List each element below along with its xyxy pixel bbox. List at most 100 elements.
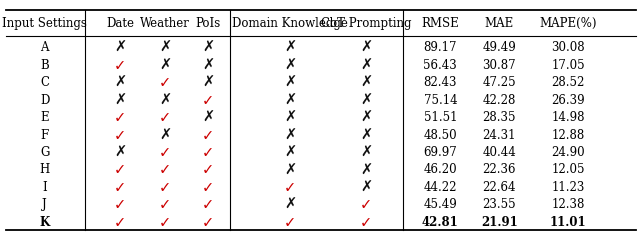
Text: 48.50: 48.50 bbox=[424, 129, 457, 141]
Text: ✗: ✗ bbox=[202, 110, 214, 125]
Text: ✗: ✗ bbox=[159, 93, 172, 108]
Text: ✓: ✓ bbox=[159, 145, 172, 160]
Text: I: I bbox=[42, 181, 47, 194]
Text: 28.52: 28.52 bbox=[552, 76, 585, 89]
Text: 42.81: 42.81 bbox=[422, 216, 459, 229]
Text: ✓: ✓ bbox=[284, 180, 296, 195]
Text: ✓: ✓ bbox=[284, 215, 296, 230]
Text: F: F bbox=[41, 129, 49, 141]
Text: ✗: ✗ bbox=[114, 75, 127, 90]
Text: E: E bbox=[40, 111, 49, 124]
Text: ✓: ✓ bbox=[159, 75, 172, 90]
Text: ✓: ✓ bbox=[114, 215, 127, 230]
Text: K: K bbox=[40, 216, 50, 229]
Text: PoIs: PoIs bbox=[195, 17, 221, 30]
Text: ✗: ✗ bbox=[284, 110, 296, 125]
Text: 24.31: 24.31 bbox=[483, 129, 516, 141]
Text: J: J bbox=[42, 198, 47, 211]
Text: 56.43: 56.43 bbox=[424, 59, 457, 72]
Text: ✗: ✗ bbox=[284, 58, 296, 73]
Text: ✗: ✗ bbox=[284, 128, 296, 142]
Text: 46.20: 46.20 bbox=[424, 163, 457, 176]
Text: ✗: ✗ bbox=[360, 58, 372, 73]
Text: 22.64: 22.64 bbox=[483, 181, 516, 194]
Text: 12.05: 12.05 bbox=[552, 163, 585, 176]
Text: 24.90: 24.90 bbox=[552, 146, 585, 159]
Text: ✓: ✓ bbox=[114, 58, 127, 73]
Text: 49.49: 49.49 bbox=[483, 41, 516, 54]
Text: 40.44: 40.44 bbox=[483, 146, 516, 159]
Text: 89.17: 89.17 bbox=[424, 41, 457, 54]
Text: 26.39: 26.39 bbox=[552, 94, 585, 107]
Text: ✓: ✓ bbox=[202, 197, 214, 212]
Text: ✗: ✗ bbox=[159, 40, 172, 55]
Text: ✓: ✓ bbox=[360, 197, 372, 212]
Text: ✓: ✓ bbox=[114, 110, 127, 125]
Text: 82.43: 82.43 bbox=[424, 76, 457, 89]
Text: MAPE(%): MAPE(%) bbox=[540, 17, 597, 30]
Text: D: D bbox=[40, 94, 49, 107]
Text: Weather: Weather bbox=[140, 17, 190, 30]
Text: Input Settings: Input Settings bbox=[3, 17, 87, 30]
Text: ✗: ✗ bbox=[284, 40, 296, 55]
Text: 14.98: 14.98 bbox=[552, 111, 585, 124]
Text: 45.49: 45.49 bbox=[424, 198, 457, 211]
Text: ✗: ✗ bbox=[114, 93, 127, 108]
Text: CoT Prompting: CoT Prompting bbox=[321, 17, 412, 30]
Text: ✗: ✗ bbox=[114, 145, 127, 160]
Text: 12.88: 12.88 bbox=[552, 129, 585, 141]
Text: H: H bbox=[40, 163, 50, 176]
Text: 21.91: 21.91 bbox=[481, 216, 518, 229]
Text: ✓: ✓ bbox=[159, 110, 172, 125]
Text: ✗: ✗ bbox=[360, 128, 372, 142]
Text: 47.25: 47.25 bbox=[483, 76, 516, 89]
Text: ✗: ✗ bbox=[284, 75, 296, 90]
Text: 69.97: 69.97 bbox=[424, 146, 457, 159]
Text: 30.87: 30.87 bbox=[483, 59, 516, 72]
Text: ✗: ✗ bbox=[360, 40, 372, 55]
Text: ✗: ✗ bbox=[114, 40, 127, 55]
Text: ✗: ✗ bbox=[202, 75, 214, 90]
Text: C: C bbox=[40, 76, 49, 89]
Text: ✗: ✗ bbox=[159, 58, 172, 73]
Text: 28.35: 28.35 bbox=[483, 111, 516, 124]
Text: B: B bbox=[40, 59, 49, 72]
Text: ✓: ✓ bbox=[202, 93, 214, 108]
Text: 51.51: 51.51 bbox=[424, 111, 457, 124]
Text: ✗: ✗ bbox=[284, 93, 296, 108]
Text: ✓: ✓ bbox=[202, 128, 214, 142]
Text: ✓: ✓ bbox=[159, 180, 172, 195]
Text: 12.38: 12.38 bbox=[552, 198, 585, 211]
Text: ✓: ✓ bbox=[159, 197, 172, 212]
Text: 17.05: 17.05 bbox=[552, 59, 585, 72]
Text: 44.22: 44.22 bbox=[424, 181, 457, 194]
Text: G: G bbox=[40, 146, 49, 159]
Text: 11.01: 11.01 bbox=[550, 216, 587, 229]
Text: ✓: ✓ bbox=[202, 215, 214, 230]
Text: ✗: ✗ bbox=[202, 40, 214, 55]
Text: ✓: ✓ bbox=[202, 180, 214, 195]
Text: 22.36: 22.36 bbox=[483, 163, 516, 176]
Text: ✗: ✗ bbox=[360, 93, 372, 108]
Text: ✗: ✗ bbox=[360, 75, 372, 90]
Text: ✓: ✓ bbox=[114, 180, 127, 195]
Text: 75.14: 75.14 bbox=[424, 94, 457, 107]
Text: ✗: ✗ bbox=[360, 180, 372, 195]
Text: ✓: ✓ bbox=[114, 197, 127, 212]
Text: 42.28: 42.28 bbox=[483, 94, 516, 107]
Text: ✗: ✗ bbox=[284, 197, 296, 212]
Text: ✗: ✗ bbox=[360, 110, 372, 125]
Text: ✓: ✓ bbox=[159, 215, 172, 230]
Text: ✓: ✓ bbox=[114, 128, 127, 142]
Text: ✓: ✓ bbox=[202, 145, 214, 160]
Text: RMSE: RMSE bbox=[422, 17, 459, 30]
Text: ✗: ✗ bbox=[202, 58, 214, 73]
Text: ✗: ✗ bbox=[360, 163, 372, 177]
Text: Date: Date bbox=[106, 17, 134, 30]
Text: ✗: ✗ bbox=[360, 145, 372, 160]
Text: 30.08: 30.08 bbox=[552, 41, 585, 54]
Text: A: A bbox=[40, 41, 49, 54]
Text: ✗: ✗ bbox=[159, 128, 172, 142]
Text: ✗: ✗ bbox=[284, 163, 296, 177]
Text: ✓: ✓ bbox=[114, 163, 127, 177]
